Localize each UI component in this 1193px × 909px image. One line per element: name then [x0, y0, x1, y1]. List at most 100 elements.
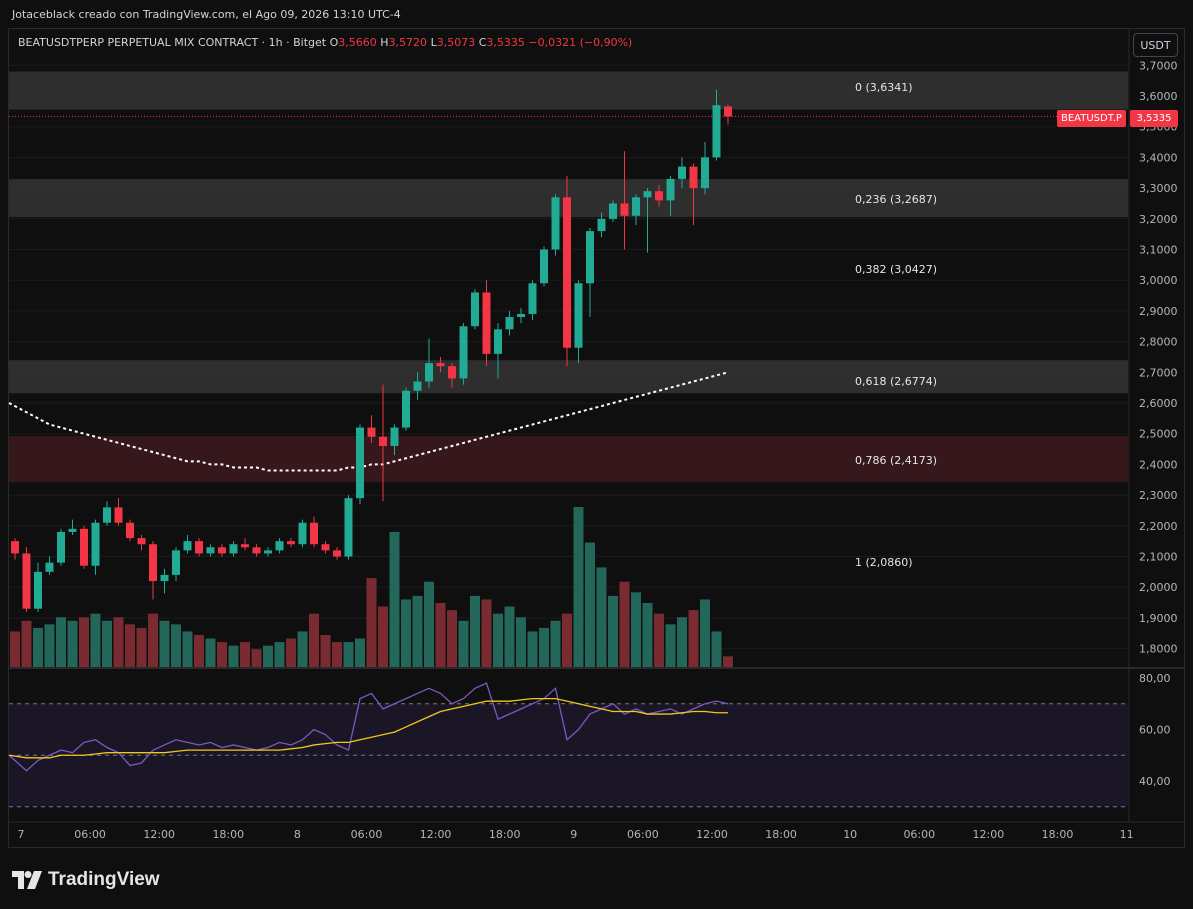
open-value: 3,5660: [338, 36, 377, 49]
volume-bar: [286, 638, 296, 667]
high-label: H: [380, 36, 389, 49]
time-tick-label: 7: [18, 828, 25, 841]
low-value: 3,5073: [436, 36, 476, 49]
change-value: −0,0321 (−0,90%): [528, 36, 633, 49]
close-value: 3,5335: [486, 36, 525, 49]
volume-bar: [366, 578, 377, 667]
candle-body: [425, 363, 433, 382]
last-price-tag: 3,5335: [1130, 110, 1178, 127]
time-tick-label: 18:00: [765, 828, 797, 841]
volume-bar: [205, 638, 216, 667]
candle-body: [344, 498, 353, 557]
price-tick-label: 3,2000: [1139, 213, 1178, 226]
volume-bar: [148, 613, 158, 667]
volume-bar: [539, 627, 549, 667]
low-label: L: [430, 36, 437, 49]
time-tick-label: 11: [1120, 828, 1134, 841]
volume-bar: [33, 627, 43, 667]
fib-band-786: [9, 436, 1128, 483]
volume-bar: [102, 620, 112, 667]
fib-level-label: 1 (2,0860): [855, 556, 913, 569]
volume-bar: [458, 620, 469, 667]
price-tick-label: 2,4000: [1139, 458, 1178, 471]
open-label: O: [329, 36, 339, 49]
chart-frame: [8, 28, 1185, 848]
time-tick-label: 12:00: [696, 828, 728, 841]
time-tick-label: 12:00: [143, 828, 175, 841]
candle-body: [114, 507, 123, 523]
volume-bar: [550, 620, 561, 667]
tradingview-logo-icon: [12, 871, 42, 889]
volume-bar: [700, 599, 710, 667]
fib-band-618: [9, 360, 1128, 394]
candle-body: [413, 381, 422, 391]
volume-bar: [631, 592, 641, 667]
candle-body: [459, 326, 468, 379]
fib-level-label: 0 (3,6341): [855, 81, 913, 94]
price-tick-label: 2,2000: [1139, 520, 1178, 533]
time-tick-label: 06:00: [627, 828, 659, 841]
time-tick-label: 9: [570, 828, 577, 841]
candle-body: [206, 547, 215, 554]
volume-bar: [619, 581, 630, 667]
candle-body: [471, 292, 479, 327]
volume-bar: [79, 617, 89, 667]
candle-body: [287, 541, 295, 545]
volume-bar: [182, 631, 193, 667]
volume-bar: [527, 631, 538, 667]
last-price-symbol-tag: BEATUSDT.P: [1057, 110, 1126, 127]
time-tick-label: 06:00: [903, 828, 935, 841]
time-tick-label: 18:00: [489, 828, 521, 841]
candle-body: [701, 157, 709, 189]
volume-bar: [217, 642, 227, 667]
candle-body: [494, 329, 502, 354]
time-tick-label: 06:00: [74, 828, 106, 841]
candle-body: [540, 249, 548, 284]
time-tick-label: 18:00: [212, 828, 244, 841]
price-tick-label: 2,9000: [1139, 305, 1178, 318]
volume-bar: [688, 610, 699, 667]
candle-body: [264, 550, 272, 554]
candle-body: [183, 541, 192, 551]
candle-body: [252, 547, 261, 554]
price-tick-label: 2,7000: [1139, 366, 1178, 379]
symbol-name[interactable]: BEATUSDTPERP PERPETUAL MIX CONTRACT · 1h…: [18, 36, 327, 49]
fib-level-label: 0,618 (2,6774): [855, 375, 937, 388]
candle-body: [298, 522, 307, 545]
candle-body: [218, 547, 226, 554]
candle-body: [586, 231, 594, 284]
volume-bar: [412, 595, 423, 667]
candle-body: [310, 522, 318, 545]
volume-bar: [228, 645, 239, 667]
top-bar: Jotaceblack creado con TradingView.com, …: [0, 0, 1193, 28]
candle-body: [678, 166, 686, 179]
price-tick-label: 3,6000: [1139, 90, 1178, 103]
candle-body: [103, 507, 111, 523]
candle-body: [505, 317, 514, 330]
candle-body: [379, 436, 387, 446]
candle-body: [57, 531, 65, 563]
candle-body: [275, 541, 284, 551]
candle-body: [195, 541, 203, 554]
time-tick-label: 18:00: [1042, 828, 1074, 841]
volume-bar: [562, 613, 572, 667]
time-tick-label: 12:00: [973, 828, 1005, 841]
volume-bar: [125, 624, 135, 667]
volume-bar: [44, 624, 55, 667]
candle-body: [402, 390, 410, 428]
candle-body: [712, 105, 721, 158]
fib-level-label: 0,382 (3,0427): [855, 263, 937, 276]
fib-band-0: [9, 71, 1128, 110]
volume-bar: [401, 599, 411, 667]
volume-bar: [573, 507, 584, 667]
candle-body: [528, 283, 537, 314]
price-tick-label: 2,3000: [1139, 489, 1178, 502]
candle-body: [655, 191, 663, 201]
currency-unit-button[interactable]: USDT: [1133, 33, 1178, 57]
candle-body: [724, 106, 732, 117]
volume-bar: [447, 610, 457, 667]
moving-average-line: [8, 371, 729, 472]
volume-bar: [389, 531, 400, 667]
candle-body: [126, 522, 134, 539]
